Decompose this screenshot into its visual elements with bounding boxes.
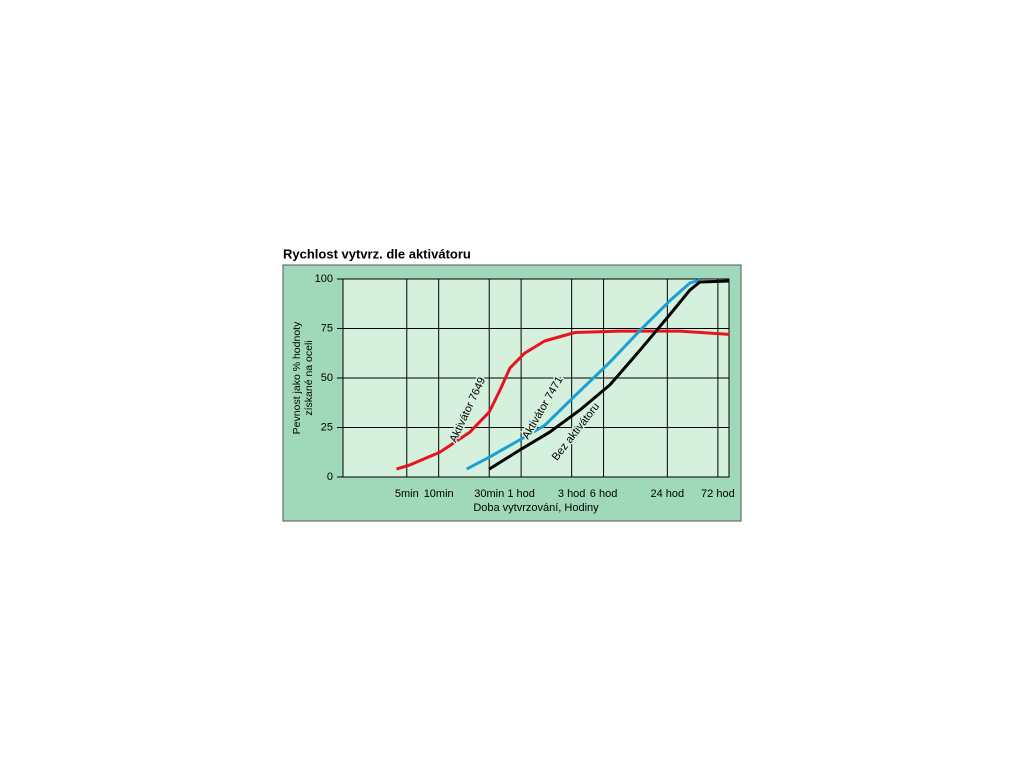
line-series <box>465 278 701 471</box>
x-tick-label: 6 hod <box>590 488 618 500</box>
y-axis-label: získané na oceli <box>303 340 315 415</box>
line-series <box>396 329 730 471</box>
y-tick-label: 100 <box>315 273 333 285</box>
x-tick-label: 72 hod <box>701 488 735 500</box>
x-tick-label: 10min <box>424 488 454 500</box>
x-tick-label: 30min <box>474 488 504 500</box>
y-tick-label: 50 <box>321 372 333 384</box>
line-series <box>488 279 730 471</box>
chart-title: Rychlost vytvrz. dle aktivátoru <box>283 246 471 261</box>
x-tick-label: 3 hod <box>558 488 586 500</box>
y-axis-label: Pevnost jako % hodnoty <box>291 321 303 434</box>
x-axis-label: Doba vytvrzování, Hodiny <box>473 502 599 514</box>
y-tick-label: 0 <box>327 471 333 483</box>
x-tick-label: 5min <box>395 488 419 500</box>
y-tick-label: 75 <box>321 322 333 334</box>
plot-border <box>342 278 730 478</box>
y-tick-label: 25 <box>321 421 333 433</box>
x-tick-label: 1 hod <box>507 488 535 500</box>
x-tick-label: 24 hod <box>651 488 685 500</box>
